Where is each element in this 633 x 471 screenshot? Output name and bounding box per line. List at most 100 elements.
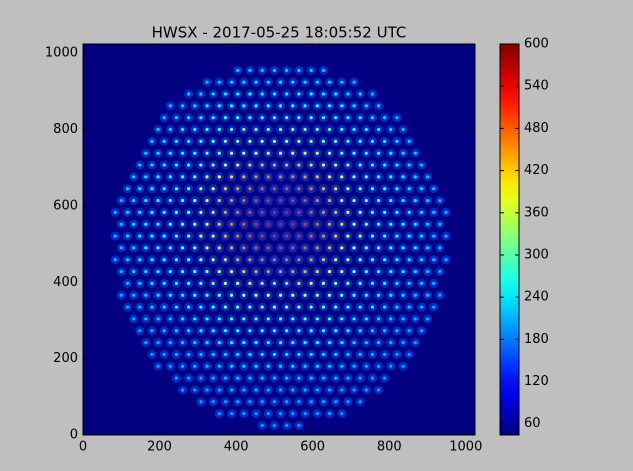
spot [432, 210, 436, 214]
spot [340, 412, 344, 416]
spot [285, 187, 289, 191]
spot [131, 293, 136, 297]
spot [156, 222, 160, 226]
spot [297, 305, 301, 309]
spot [291, 364, 295, 368]
spot [180, 364, 185, 368]
spot [285, 92, 289, 96]
x-tick-label: 400 [224, 440, 249, 455]
spot [174, 187, 179, 191]
spot [229, 269, 234, 274]
spot [266, 293, 270, 297]
spot [242, 198, 246, 203]
spot [291, 80, 295, 84]
spot [303, 175, 307, 179]
spot [315, 388, 319, 392]
spot [285, 163, 289, 167]
spot [193, 269, 197, 274]
spot [340, 364, 344, 368]
spot [401, 340, 405, 345]
spot [272, 376, 277, 380]
spot [260, 139, 264, 143]
spot [395, 305, 399, 309]
y-tick-label: 600 [53, 198, 78, 213]
spot [217, 222, 221, 226]
spot [358, 210, 362, 214]
spot [168, 222, 172, 226]
spot [272, 258, 277, 262]
spot [346, 400, 350, 404]
spot [266, 80, 270, 84]
spot [162, 352, 166, 357]
spot [395, 116, 399, 120]
spot [291, 151, 295, 155]
spot [138, 163, 142, 167]
spot [236, 400, 240, 404]
spot [223, 281, 228, 286]
spot [229, 151, 234, 155]
x-tick-label: 0 [79, 440, 87, 455]
spot [217, 151, 221, 155]
spot [272, 423, 277, 428]
spot [248, 352, 252, 357]
spot [174, 139, 179, 143]
spot [254, 412, 258, 416]
x-tick-label: 1000 [449, 440, 482, 455]
spot [370, 234, 375, 238]
spot [346, 376, 350, 380]
spot [223, 352, 228, 357]
spot [174, 376, 179, 380]
spot [138, 234, 142, 238]
spot [278, 175, 283, 179]
spot [205, 340, 209, 345]
spot [346, 352, 350, 357]
spot [242, 364, 246, 368]
spot [315, 412, 319, 416]
spot [217, 388, 221, 392]
spot [162, 258, 166, 262]
spot [346, 234, 350, 238]
spot [119, 222, 123, 226]
spot [438, 222, 442, 226]
spot [407, 139, 411, 143]
spot [376, 175, 381, 179]
spot [174, 258, 179, 262]
spot [340, 104, 344, 108]
spot [229, 246, 234, 250]
spot [199, 305, 203, 309]
spot [193, 222, 197, 226]
spot [174, 281, 179, 286]
spot [217, 104, 221, 108]
spot [180, 269, 185, 274]
spot [303, 246, 307, 250]
spot [303, 340, 307, 345]
spot [260, 258, 264, 262]
spot [358, 116, 362, 120]
spot [432, 187, 436, 191]
spot [150, 352, 154, 357]
spot [211, 329, 215, 333]
spot [358, 258, 362, 262]
spot [303, 293, 307, 297]
spot [364, 222, 368, 226]
spot [309, 329, 313, 333]
spot [315, 317, 319, 321]
spot [131, 269, 136, 274]
spot [223, 305, 228, 309]
spot [413, 222, 417, 226]
spot [113, 258, 117, 262]
spot [187, 234, 191, 238]
spot [131, 175, 136, 179]
spot [285, 210, 289, 214]
spot [327, 269, 332, 274]
spot [156, 127, 160, 132]
spot [193, 198, 197, 203]
spot [401, 175, 405, 179]
spot [266, 127, 270, 132]
spot [315, 293, 319, 297]
spot [162, 163, 166, 167]
spot [358, 163, 362, 167]
spot [211, 187, 215, 191]
spot [236, 187, 240, 191]
colorbar-tick-label: 180 [524, 332, 549, 347]
